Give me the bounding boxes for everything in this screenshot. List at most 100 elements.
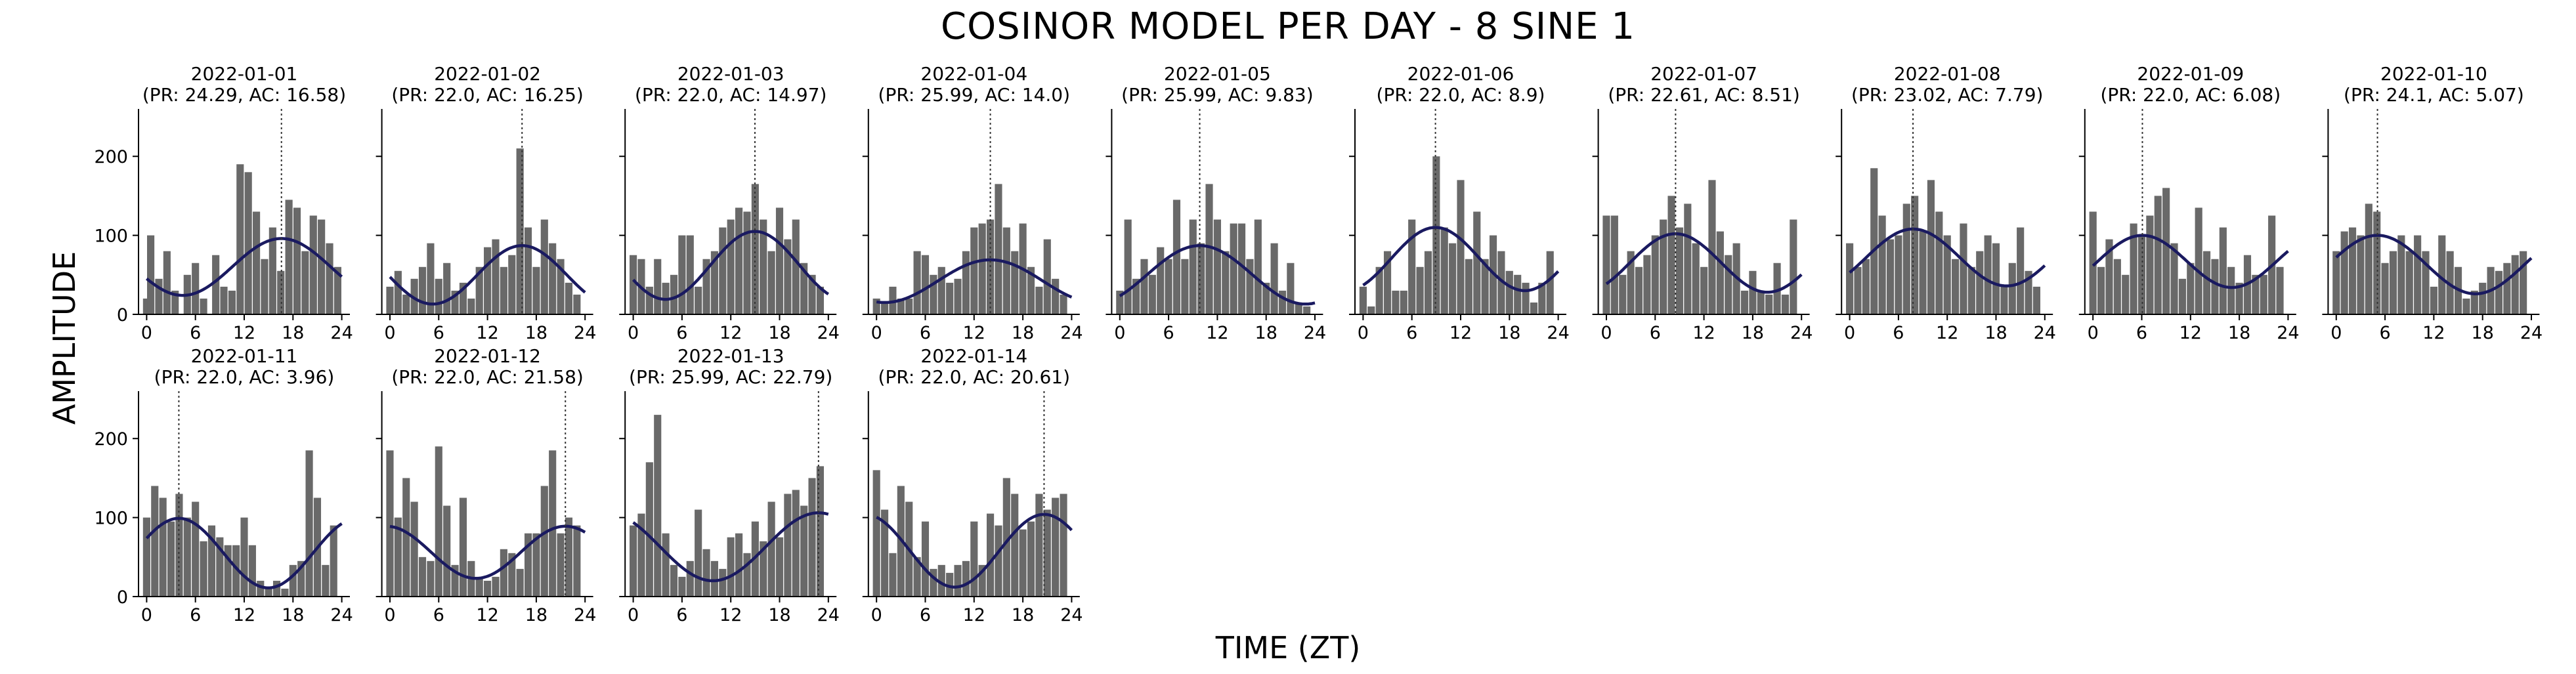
panel-title: 2022-01-03 (677, 63, 784, 85)
bar (1465, 259, 1472, 314)
x-tick-label: 18 (1498, 323, 1520, 343)
panel-subtitle: (PR: 22.0, AC: 20.61) (878, 366, 1071, 388)
bar (2340, 231, 2348, 314)
bar (1886, 239, 1895, 314)
bar (1952, 259, 1960, 314)
x-tick-label: 6 (1893, 323, 1904, 343)
bar (2178, 278, 2186, 314)
panel-title: 2022-01-12 (434, 345, 541, 367)
panel-title: 2022-01-10 (2380, 63, 2487, 85)
bar (1140, 259, 1148, 314)
bar (1359, 286, 1367, 314)
x-tick-label: 12 (719, 323, 742, 343)
bar (1895, 235, 1902, 314)
cosinor-fit-line (2335, 234, 2533, 295)
bar (2000, 286, 2008, 314)
panel-2022-01-14: 2022-01-14(PR: 22.0, AC: 20.61) 0 6 12 18 24 (862, 345, 1083, 625)
bar (1189, 219, 1197, 314)
bar (2017, 227, 2025, 314)
bar (921, 255, 930, 314)
bar (978, 223, 986, 314)
bar (2462, 298, 2470, 314)
bar (808, 478, 816, 597)
bar (775, 207, 784, 314)
bar (2219, 227, 2227, 314)
bar (1383, 251, 1392, 314)
panel-2022-01-06: 2022-01-06(PR: 22.0, AC: 8.9) 0 6 12 18 24 (1349, 63, 1570, 343)
bar (1716, 231, 1724, 314)
x-tick-label: 12 (963, 605, 985, 625)
bar (1473, 211, 1481, 314)
x-tick-label: 6 (433, 323, 444, 343)
bar (678, 235, 686, 314)
bar (394, 517, 402, 597)
panel-title: 2022-01-02 (434, 63, 541, 85)
x-tick-label: 0 (1358, 323, 1369, 343)
bar (702, 259, 710, 314)
bar (236, 164, 244, 314)
bar (257, 580, 265, 597)
bar (946, 282, 954, 314)
x-tick-label: 12 (1936, 323, 1958, 343)
panel-subtitle: (PR: 22.0, AC: 8.9) (1377, 84, 1545, 106)
bar (2470, 290, 2478, 314)
bar (1424, 251, 1432, 314)
bar (670, 564, 678, 597)
bar (1740, 290, 1749, 314)
bar (880, 509, 889, 597)
bar (1052, 497, 1060, 597)
bar (630, 525, 637, 597)
bar (326, 243, 333, 314)
bar (954, 564, 962, 597)
bar (816, 466, 825, 597)
x-tick-label: 24 (574, 605, 596, 625)
bar (459, 282, 467, 314)
bar (645, 286, 653, 314)
bar (751, 184, 759, 314)
bar (2446, 251, 2454, 314)
x-tick-label: 18 (2228, 323, 2250, 343)
bar (2479, 282, 2487, 314)
bar (1846, 243, 1854, 314)
x-tick-label: 12 (2179, 323, 2202, 343)
bar (735, 207, 743, 314)
y-tick-label: 0 (117, 587, 128, 608)
y-tick-label: 200 (94, 429, 128, 450)
bar (1416, 266, 1424, 314)
bar (1530, 302, 1538, 314)
x-tick-label: 0 (871, 605, 882, 625)
bar (281, 588, 289, 597)
bar (540, 486, 548, 597)
bar (2389, 251, 2397, 314)
x-tick-label: 12 (2422, 323, 2445, 343)
bar (516, 568, 524, 597)
bar (719, 568, 727, 597)
bar (573, 294, 581, 314)
bar (207, 525, 216, 597)
bar (1960, 223, 1967, 314)
x-tick-label: 6 (920, 605, 931, 625)
bar (516, 148, 524, 314)
x-tick-label: 12 (233, 605, 255, 625)
x-tick-label: 24 (817, 323, 840, 343)
bar (293, 207, 301, 314)
bar (995, 525, 1002, 597)
bar (427, 243, 435, 314)
bar (2414, 235, 2422, 314)
bar (142, 517, 150, 597)
bar (1943, 235, 1951, 314)
bar (240, 517, 248, 597)
x-tick-label: 6 (676, 323, 687, 343)
bar (228, 290, 236, 314)
bar (1278, 290, 1287, 314)
figure-x-axis-label: TIME (ZT) (1215, 630, 1361, 665)
x-tick-label: 18 (2472, 323, 2494, 343)
bar (508, 255, 516, 314)
bar (1505, 270, 1513, 314)
bar (872, 470, 880, 597)
bar (2422, 251, 2430, 314)
bar (1749, 270, 1757, 314)
y-tick-label: 100 (94, 226, 128, 247)
bar (484, 580, 492, 597)
x-tick-label: 24 (2277, 323, 2299, 343)
